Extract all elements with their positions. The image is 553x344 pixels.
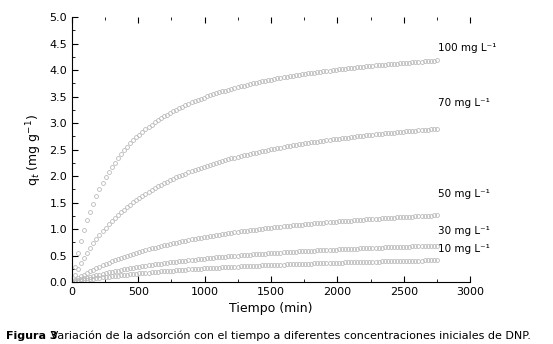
Y-axis label: q$_t$ (mg g$^{-1}$): q$_t$ (mg g$^{-1}$) (24, 114, 44, 185)
Text: 70 mg L⁻¹: 70 mg L⁻¹ (438, 98, 490, 108)
Text: Figura 3: Figura 3 (6, 331, 57, 341)
Text: 50 mg L⁻¹: 50 mg L⁻¹ (438, 189, 490, 198)
Text: 10 mg L⁻¹: 10 mg L⁻¹ (438, 244, 490, 254)
Text: 30 mg L⁻¹: 30 mg L⁻¹ (438, 226, 490, 236)
Text: 100 mg L⁻¹: 100 mg L⁻¹ (438, 43, 497, 53)
X-axis label: Tiempo (min): Tiempo (min) (229, 302, 312, 315)
Text: .  Variación de la adsorción con el tiempo a diferentes concentraciones iniciale: . Variación de la adsorción con el tiemp… (40, 330, 531, 341)
